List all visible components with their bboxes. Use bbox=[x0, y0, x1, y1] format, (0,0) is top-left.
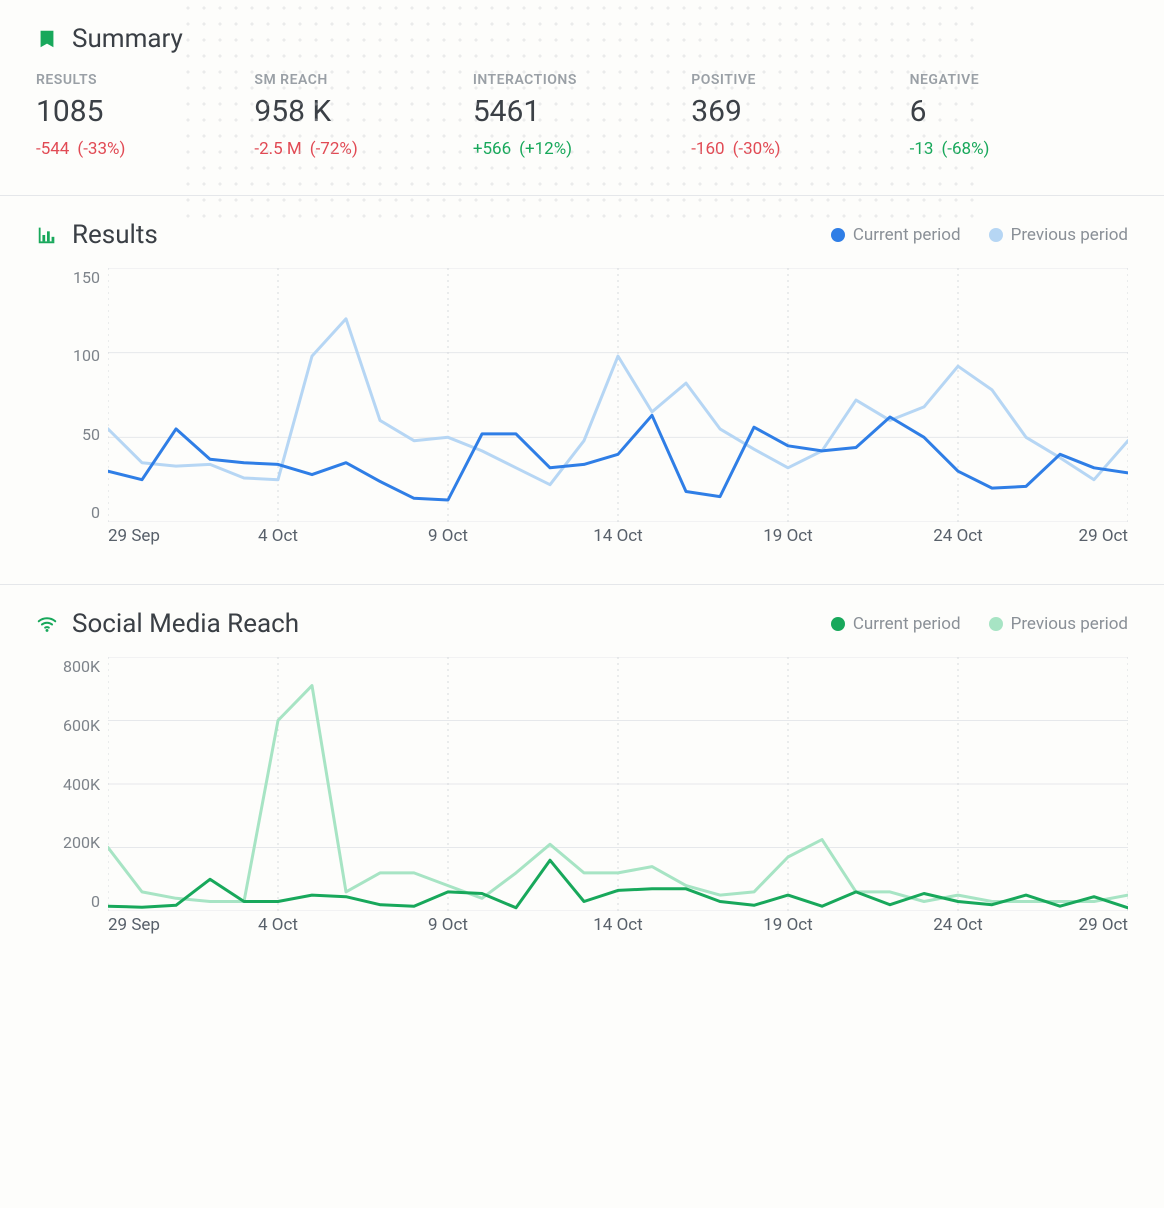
stat-card: INTERACTIONS 5461 +566(+12%) bbox=[473, 72, 691, 159]
sm-reach-section: Social Media Reach Current period Previo… bbox=[0, 585, 1164, 973]
bookmark-icon bbox=[36, 28, 58, 50]
x-tick-label: 14 Oct bbox=[593, 526, 642, 546]
summary-stats-row: RESULTS 1085 -544(-33%) SM REACH 958 K -2.5 M… bbox=[36, 72, 1128, 159]
x-tick-label: 19 Oct bbox=[763, 915, 812, 935]
x-tick-label: 29 Oct bbox=[1079, 526, 1128, 546]
y-tick-label: 150 bbox=[73, 268, 100, 287]
y-tick-label: 0 bbox=[91, 892, 100, 911]
results-legend: Current period Previous period bbox=[831, 225, 1128, 245]
legend-current: Current period bbox=[831, 614, 961, 634]
legend-current-dot bbox=[831, 228, 845, 242]
stat-card: SM REACH 958 K -2.5 M(-72%) bbox=[254, 72, 472, 159]
x-tick-label: 9 Oct bbox=[428, 915, 468, 935]
sm-reach-chart: 800K 600K 400K 200K 0 29 Sep 4 Oct 9 Oct 14 Oct 1… bbox=[36, 657, 1128, 937]
legend-previous: Previous period bbox=[989, 614, 1128, 634]
sm-reach-title: Social Media Reach bbox=[72, 609, 299, 639]
results-header: Results Current period Previous period bbox=[36, 220, 1128, 250]
stat-label: POSITIVE bbox=[691, 72, 909, 88]
x-tick-label: 19 Oct bbox=[763, 526, 812, 546]
stat-card: POSITIVE 369 -160(-30%) bbox=[691, 72, 909, 159]
results-section: Results Current period Previous period 1… bbox=[0, 196, 1164, 585]
results-title: Results bbox=[72, 220, 158, 250]
x-tick-label: 29 Sep bbox=[108, 526, 160, 546]
x-tick-label: 14 Oct bbox=[593, 915, 642, 935]
x-tick-label: 24 Oct bbox=[933, 915, 982, 935]
y-tick-label: 400K bbox=[63, 775, 100, 794]
legend-previous-label: Previous period bbox=[1011, 614, 1128, 634]
stat-label: NEGATIVE bbox=[910, 72, 1128, 88]
x-tick-label: 4 Oct bbox=[258, 915, 298, 935]
stat-label: SM REACH bbox=[254, 72, 472, 88]
stat-value: 369 bbox=[691, 94, 909, 129]
stat-value: 6 bbox=[910, 94, 1128, 129]
series-current bbox=[108, 415, 1128, 500]
y-tick-label: 200K bbox=[63, 833, 100, 852]
sm-reach-legend: Current period Previous period bbox=[831, 614, 1128, 634]
x-tick-label: 29 Oct bbox=[1079, 915, 1128, 935]
stat-value: 1085 bbox=[36, 94, 254, 129]
legend-previous: Previous period bbox=[989, 225, 1128, 245]
stat-delta: -160(-30%) bbox=[691, 139, 909, 159]
y-tick-label: 800K bbox=[63, 657, 100, 676]
stat-delta: -2.5 M(-72%) bbox=[254, 139, 472, 159]
summary-title: Summary bbox=[72, 24, 183, 54]
legend-current-label: Current period bbox=[853, 614, 961, 634]
summary-section: Summary RESULTS 1085 -544(-33%) SM REACH 958… bbox=[0, 0, 1164, 196]
summary-header: Summary bbox=[36, 24, 1128, 54]
sm-reach-header: Social Media Reach Current period Previo… bbox=[36, 609, 1128, 639]
stat-card: RESULTS 1085 -544(-33%) bbox=[36, 72, 254, 159]
bar-chart-icon bbox=[36, 224, 58, 246]
legend-previous-label: Previous period bbox=[1011, 225, 1128, 245]
legend-previous-dot bbox=[989, 617, 1003, 631]
stat-label: RESULTS bbox=[36, 72, 254, 88]
legend-current: Current period bbox=[831, 225, 961, 245]
stat-label: INTERACTIONS bbox=[473, 72, 691, 88]
x-tick-label: 4 Oct bbox=[258, 526, 298, 546]
stat-card: NEGATIVE 6 -13(-68%) bbox=[910, 72, 1128, 159]
stat-delta: -544(-33%) bbox=[36, 139, 254, 159]
y-tick-label: 50 bbox=[82, 425, 100, 444]
wifi-icon bbox=[36, 613, 58, 635]
y-tick-label: 600K bbox=[63, 716, 100, 735]
legend-current-label: Current period bbox=[853, 225, 961, 245]
x-tick-label: 9 Oct bbox=[428, 526, 468, 546]
stat-value: 5461 bbox=[473, 94, 691, 129]
stat-delta: +566(+12%) bbox=[473, 139, 691, 159]
stat-delta: -13(-68%) bbox=[910, 139, 1128, 159]
stat-value: 958 K bbox=[254, 94, 472, 129]
x-tick-label: 24 Oct bbox=[933, 526, 982, 546]
y-tick-label: 100 bbox=[73, 346, 100, 365]
y-tick-label: 0 bbox=[91, 503, 100, 522]
results-chart: 150 100 50 0 29 Sep 4 Oct 9 Oct 14 Oct 19 Oct 24 … bbox=[36, 268, 1128, 548]
legend-previous-dot bbox=[989, 228, 1003, 242]
x-tick-label: 29 Sep bbox=[108, 915, 160, 935]
legend-current-dot bbox=[831, 617, 845, 631]
